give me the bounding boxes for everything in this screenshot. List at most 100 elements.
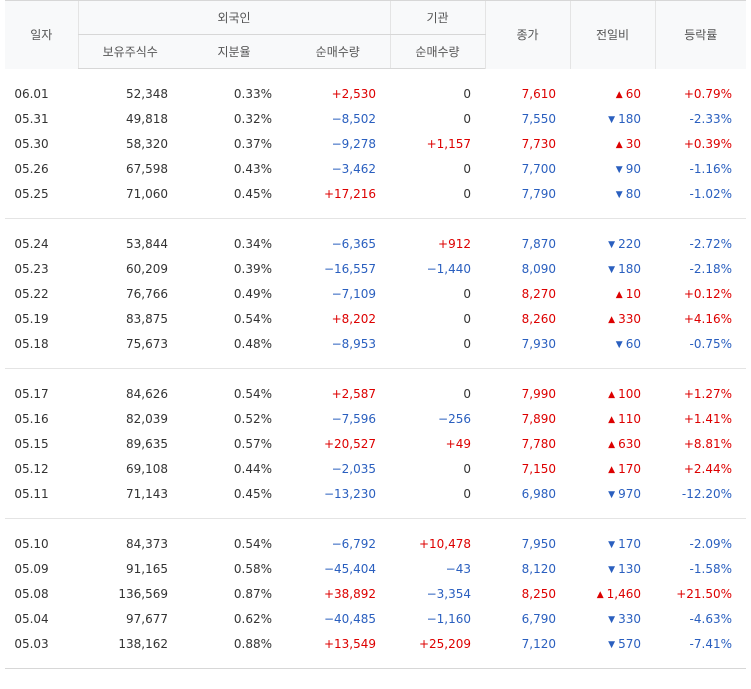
table-body: 06.01 52,348 0.33% +2,530 0 7,610 ▲ 60 +0.79% 05.… xyxy=(5,69,746,669)
table-row: 05.18 75,673 0.48% −8,953 0 7,930 ▼ 60 -0.75% xyxy=(5,331,746,356)
cell-inst-net: +10,478 xyxy=(418,536,471,551)
cell-inst-net: 0 xyxy=(463,86,471,101)
cell-close: 8,270 xyxy=(521,286,556,301)
header-institution: 기관 xyxy=(389,0,485,35)
cell-share-ratio: 0.32% xyxy=(233,111,272,126)
group-spacer xyxy=(5,656,746,669)
cell-foreign-net: −45,404 xyxy=(323,561,376,576)
triangle-up-icon: ▲ xyxy=(615,289,623,300)
header-holdings: 보유주식수 xyxy=(77,34,182,69)
cell-date: 05.04 xyxy=(14,611,49,626)
cell-change: ▼ 970 xyxy=(570,481,655,506)
cell-close: 6,980 xyxy=(521,486,556,501)
cell-date: 05.23 xyxy=(14,261,49,276)
cell-rate: +4.16% xyxy=(683,311,732,326)
cell-date: 05.31 xyxy=(14,111,49,126)
cell-close: 7,990 xyxy=(521,386,556,401)
table-row: 05.22 76,766 0.49% −7,109 0 8,270 ▲ 10 +0.12% xyxy=(5,281,746,306)
triangle-down-icon: ▼ xyxy=(615,189,623,200)
cell-change-value: 30 xyxy=(625,136,641,151)
cell-change-value: 180 xyxy=(618,111,641,126)
cell-holdings: 91,165 xyxy=(126,561,168,576)
cell-foreign-net: −13,230 xyxy=(323,486,376,501)
cell-change-value: 90 xyxy=(625,161,641,176)
cell-change-value: 570 xyxy=(618,636,641,651)
cell-close: 7,930 xyxy=(521,336,556,351)
cell-change: ▼ 80 xyxy=(570,181,655,206)
cell-share-ratio: 0.87% xyxy=(233,586,272,601)
cell-date: 06.01 xyxy=(14,86,49,101)
cell-holdings: 49,818 xyxy=(126,111,168,126)
cell-rate: +8.81% xyxy=(683,436,732,451)
cell-change: ▼ 180 xyxy=(570,256,655,281)
cell-rate: -2.33% xyxy=(689,111,732,126)
cell-holdings: 53,844 xyxy=(126,236,168,251)
cell-date: 05.10 xyxy=(14,536,49,551)
group-separator xyxy=(5,368,746,369)
cell-change: ▲ 100 xyxy=(570,381,655,406)
triangle-up-icon: ▲ xyxy=(596,589,604,600)
cell-inst-net: −1,440 xyxy=(426,261,471,276)
cell-share-ratio: 0.58% xyxy=(233,561,272,576)
cell-rate: -2.72% xyxy=(689,236,732,251)
cell-change: ▼ 570 xyxy=(570,631,655,656)
triangle-down-icon: ▼ xyxy=(608,239,616,250)
cell-date: 05.17 xyxy=(14,386,49,401)
triangle-up-icon: ▲ xyxy=(608,464,616,475)
cell-rate: -7.41% xyxy=(689,636,732,651)
cell-holdings: 71,060 xyxy=(126,186,168,201)
cell-date: 05.08 xyxy=(14,586,49,601)
cell-change-value: 170 xyxy=(618,461,641,476)
cell-inst-net: 0 xyxy=(463,286,471,301)
triangle-up-icon: ▲ xyxy=(608,414,616,425)
cell-close: 7,120 xyxy=(521,636,556,651)
cell-inst-net: 0 xyxy=(463,386,471,401)
cell-inst-net: −256 xyxy=(438,411,471,426)
cell-share-ratio: 0.37% xyxy=(233,136,272,151)
cell-change: ▲ 30 xyxy=(570,131,655,156)
cell-date: 05.22 xyxy=(14,286,49,301)
cell-holdings: 84,373 xyxy=(126,536,168,551)
table-row: 05.12 69,108 0.44% −2,035 0 7,150 ▲ 170 +2.44% xyxy=(5,456,746,481)
cell-rate: -2.09% xyxy=(689,536,732,551)
cell-change-value: 110 xyxy=(618,411,641,426)
cell-change: ▼ 220 xyxy=(570,231,655,256)
cell-rate: +0.12% xyxy=(683,286,732,301)
cell-foreign-net: +17,216 xyxy=(323,186,376,201)
cell-inst-net: −1,160 xyxy=(426,611,471,626)
cell-date: 05.24 xyxy=(14,236,49,251)
cell-change: ▼ 180 xyxy=(570,106,655,131)
cell-inst-net: +25,209 xyxy=(418,636,471,651)
cell-foreign-net: −6,792 xyxy=(331,536,376,551)
cell-inst-net: 0 xyxy=(463,111,471,126)
cell-share-ratio: 0.49% xyxy=(233,286,272,301)
cell-foreign-net: −2,035 xyxy=(331,461,376,476)
cell-share-ratio: 0.54% xyxy=(233,311,272,326)
cell-change-value: 100 xyxy=(618,386,641,401)
table-row: 05.16 82,039 0.52% −7,596 −256 7,890 ▲ 110 +1.41… xyxy=(5,406,746,431)
cell-foreign-net: −40,485 xyxy=(323,611,376,626)
cell-date: 05.26 xyxy=(14,161,49,176)
cell-share-ratio: 0.57% xyxy=(233,436,272,451)
cell-date: 05.19 xyxy=(14,311,49,326)
cell-change: ▲ 110 xyxy=(570,406,655,431)
triangle-down-icon: ▼ xyxy=(608,564,616,575)
cell-rate: +21.50% xyxy=(676,586,732,601)
cell-change: ▲ 630 xyxy=(570,431,655,456)
cell-change-value: 130 xyxy=(618,561,641,576)
cell-share-ratio: 0.52% xyxy=(233,411,272,426)
cell-inst-net: −43 xyxy=(445,561,471,576)
cell-date: 05.16 xyxy=(14,411,49,426)
table-row: 05.25 71,060 0.45% +17,216 0 7,790 ▼ 80 -1.02% xyxy=(5,181,746,206)
cell-change: ▼ 130 xyxy=(570,556,655,581)
triangle-up-icon: ▲ xyxy=(608,389,616,400)
header-date: 일자 xyxy=(5,0,78,69)
cell-holdings: 69,108 xyxy=(126,461,168,476)
cell-share-ratio: 0.34% xyxy=(233,236,272,251)
group-spacer xyxy=(5,369,746,381)
cell-close: 7,870 xyxy=(521,236,556,251)
cell-holdings: 67,598 xyxy=(126,161,168,176)
table-row: 05.31 49,818 0.32% −8,502 0 7,550 ▼ 180 -2.33% xyxy=(5,106,746,131)
cell-inst-net: 0 xyxy=(463,461,471,476)
group-spacer xyxy=(5,69,746,82)
